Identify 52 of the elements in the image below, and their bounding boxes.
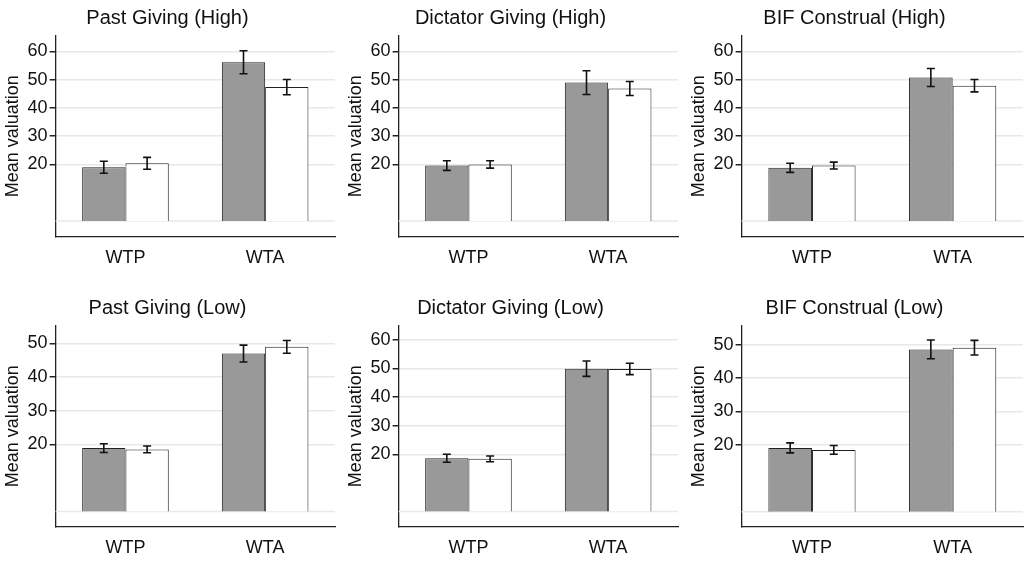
x-tick-label: WTA (933, 537, 972, 558)
x-tick-label: WTA (245, 537, 285, 558)
x-tick-label: WTP (448, 537, 489, 558)
y-tick-label: 50 (27, 68, 48, 89)
y-tick-label: 50 (370, 357, 391, 378)
x-tick-label: WTA (588, 247, 628, 268)
x-tick-label: WTP (105, 247, 146, 268)
y-tick-label: 60 (713, 40, 734, 61)
y-tick-label: 50 (713, 68, 734, 89)
chart-title: Past Giving (Low) (88, 295, 247, 318)
y-tick-label: 30 (370, 414, 391, 435)
y-tick-label: 60 (370, 40, 391, 61)
x-tick-label: WTA (588, 537, 628, 558)
y-tick-label: 40 (27, 366, 48, 387)
x-tick-label: WTA (245, 247, 285, 268)
y-axis-title: Mean valuation (687, 75, 708, 198)
y-tick-label: 40 (713, 96, 734, 117)
y-tick-label: 60 (370, 328, 391, 349)
y-axis-title: Mean valuation (1, 75, 22, 198)
y-tick-label: 40 (370, 96, 391, 117)
y-tick-label: 50 (370, 68, 391, 89)
x-tick-label: WTP (105, 537, 146, 558)
y-tick-label: 30 (713, 125, 734, 146)
y-tick-label: 20 (27, 153, 48, 174)
x-tick-label: WTP (448, 247, 489, 268)
y-tick-label: 20 (370, 443, 391, 464)
y-tick-label: 40 (370, 385, 391, 406)
chart-title: Dictator Giving (High) (414, 5, 607, 28)
y-axis-title: Mean valuation (687, 365, 708, 488)
y-axis-title: Mean valuation (344, 75, 365, 198)
y-axis-title: Mean valuation (344, 365, 365, 488)
y-tick-label: 20 (713, 153, 734, 174)
y-axis-title: Mean valuation (1, 365, 22, 488)
y-tick-label: 50 (713, 333, 734, 354)
y-tick-label: 30 (27, 399, 48, 420)
y-tick-label: 40 (713, 367, 734, 388)
chart-title: BIF Construal (High) (763, 5, 946, 28)
y-tick-label: 40 (27, 96, 48, 117)
y-tick-label: 30 (713, 400, 734, 421)
x-tick-label: WTP (791, 247, 832, 268)
y-tick-label: 50 (27, 332, 48, 353)
y-tick-label: 20 (713, 433, 734, 454)
x-tick-label: WTA (933, 247, 972, 268)
y-tick-label: 30 (370, 125, 391, 146)
chart-title: Dictator Giving (Low) (417, 295, 604, 318)
y-tick-label: 20 (27, 433, 48, 454)
chart-title: BIF Construal (Low) (765, 295, 944, 318)
y-tick-label: 20 (370, 153, 391, 174)
y-tick-label: 60 (27, 40, 48, 61)
y-tick-label: 30 (27, 125, 48, 146)
x-tick-label: WTP (791, 537, 832, 558)
chart-title: Past Giving (High) (86, 5, 249, 28)
